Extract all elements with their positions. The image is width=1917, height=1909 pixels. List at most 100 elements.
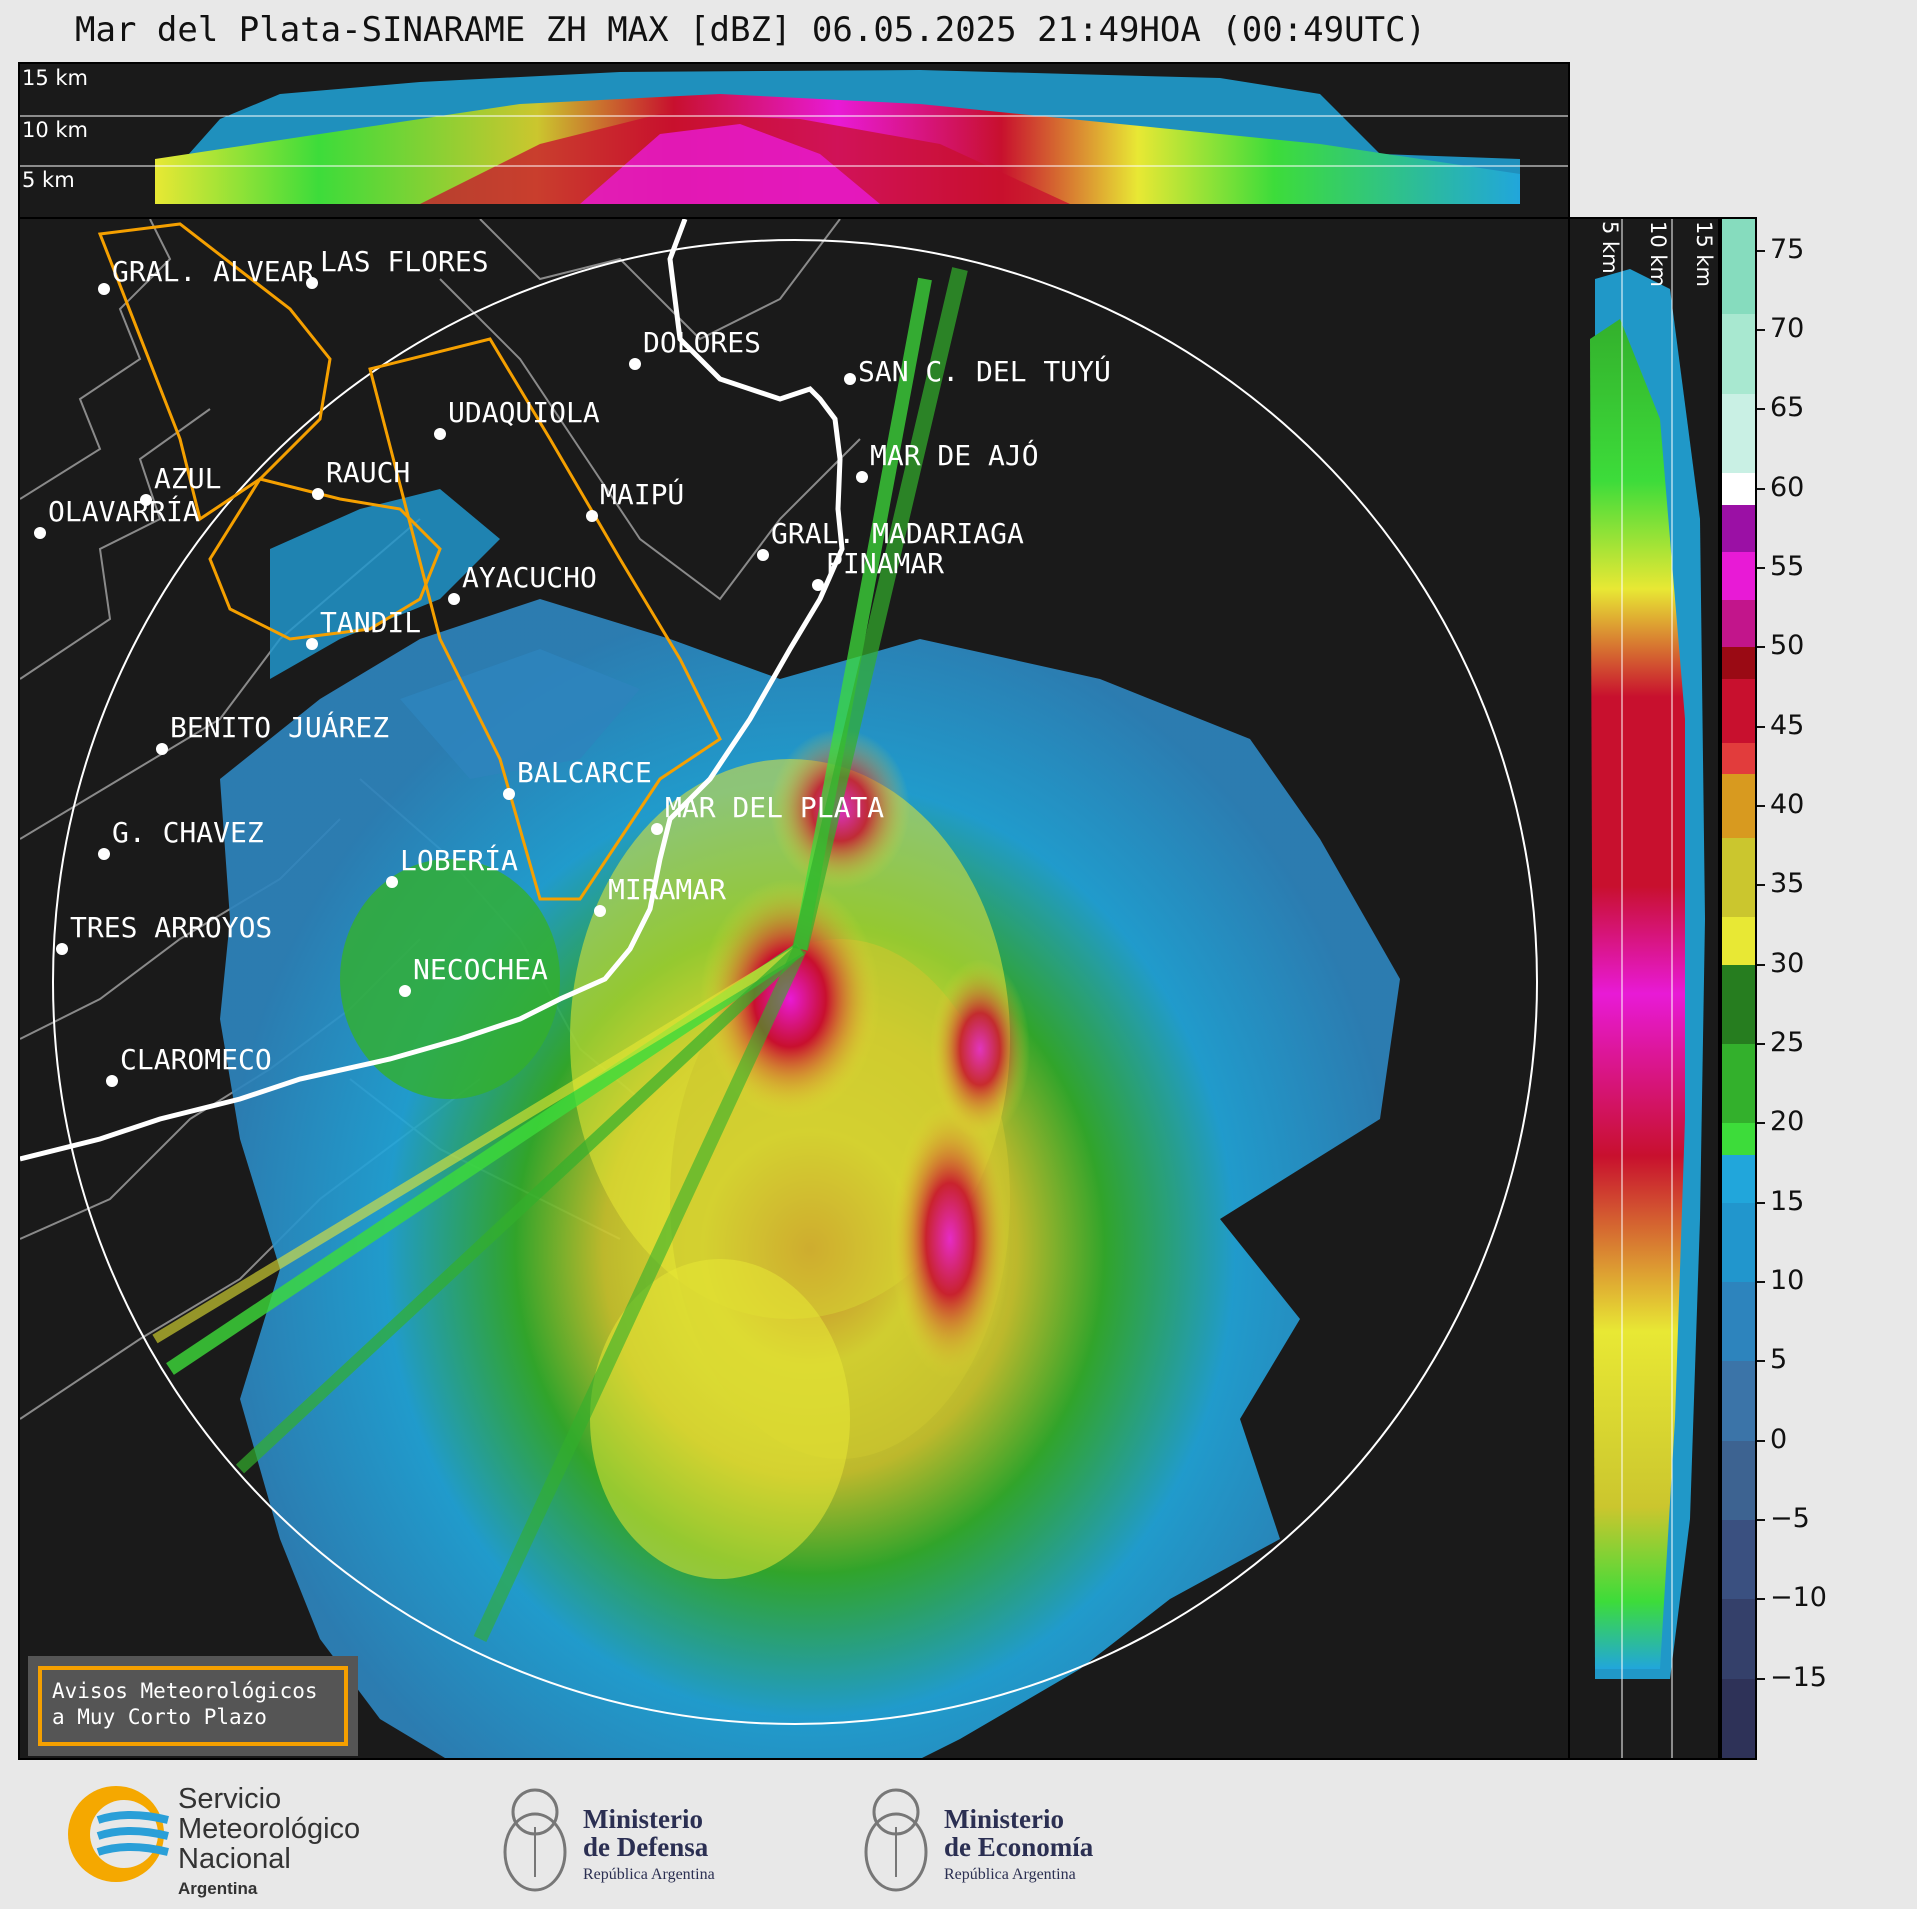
colorbar-segment [1722,1519,1755,1600]
colorbar-tick-mark [1757,1519,1765,1521]
city-marker[interactable]: CLAROMECO [106,1043,272,1087]
city-label: MAR DEL PLATA [665,791,884,824]
city-label: AZUL [154,462,221,495]
colorbar-tick-mark [1757,884,1765,887]
city-dot [140,494,152,506]
colorbar-tick-label: 70 [1770,313,1805,345]
city-marker[interactable]: GRAL. ALVEAR [98,255,314,295]
city-dot [306,277,318,289]
smn-line3: Nacional [178,1843,291,1875]
colorbar-tick-mark [1757,1122,1765,1125]
city-marker[interactable]: G. CHAVEZ [98,816,264,860]
colorbar-segment [1722,1202,1755,1282]
colorbar-tick-label: 30 [1770,947,1805,979]
city-marker[interactable]: MAR DEL PLATA [651,791,884,835]
city-label: NECOCHEA [413,953,548,986]
city-marker[interactable]: MAIPÚ [586,477,684,522]
colorbar-segment [1722,964,1755,1044]
city-marker[interactable]: OLAVARRÍA [34,494,200,539]
colorbar-tick-label: 50 [1770,630,1805,662]
city-marker[interactable]: AYACUCHO [448,561,597,605]
colorbar-tick-label: 45 [1770,709,1805,741]
city-label: CLAROMECO [120,1043,272,1076]
colorbar-tick-label: 25 [1770,1027,1805,1059]
colorbar-segment [1722,393,1755,473]
smn-sub: Argentina [178,1879,258,1898]
city-dot [98,283,110,295]
colorbar-segment [1722,552,1755,600]
height-label-5km: 5 km [1598,221,1622,274]
coastline [20,219,845,1162]
colorbar-tick-label: 40 [1770,789,1805,821]
colorbar-tick-mark [1757,329,1765,332]
colorbar-tick-mark [1757,1677,1765,1680]
colorbar-tick-mark [1757,1281,1765,1284]
city-label: RAUCH [326,456,410,489]
city-label: TRES ARROYOS [70,911,272,944]
dbz-colorbar [1720,217,1757,1760]
city-marker[interactable]: TANDIL [306,606,421,650]
radar-range-ring [52,239,1538,1725]
colorbar-segment [1722,504,1755,553]
colorbar-tick-mark [1757,249,1765,252]
city-marker[interactable]: LAS FLORES [306,245,489,289]
smn-wordmark: Servicio Meteorológico Nacional Argentin… [178,1784,360,1904]
colorbar-segment [1722,1678,1755,1758]
colorbar-tick-mark [1757,1598,1765,1601]
city-marker[interactable]: UDAQUIOLA [434,396,600,440]
city-marker[interactable]: MIRAMAR [594,873,726,917]
city-dot [586,510,598,522]
height-label-5km: 5 km [22,168,75,192]
colorbar-segment [1722,472,1755,505]
city-label: MAR DE AJÓ [870,438,1039,472]
city-dot [34,527,46,539]
city-marker[interactable]: NECOCHEA [399,953,548,997]
colorbar-segment [1722,647,1755,680]
city-marker[interactable]: GRAL. MADARIAGA [757,517,1024,561]
colorbar-tick-mark [1757,646,1765,649]
city-marker[interactable]: MAR DE AJÓ [856,438,1039,483]
warnings-legend-line1: Avisos Meteorológicos [52,1679,318,1703]
city-marker[interactable]: BALCARCE [503,756,652,800]
warnings-legend-frame: Avisos Meteorológicos a Muy Corto Plazo [38,1666,348,1746]
defensa-sub: República Argentina [583,1866,715,1883]
city-marker[interactable]: BENITO JUÁREZ [156,710,389,755]
city-label: GRAL. MADARIAGA [771,517,1024,550]
economia-line1: Ministerio [944,1804,1064,1834]
smn-logo-icon [68,1786,169,1882]
right-cross-section-plot [1590,219,1705,1758]
colorbar-segment [1722,679,1755,743]
colorbar-segment [1722,1123,1755,1155]
cities-layer: GRAL. ALVEAR LAS FLORES DOLORES SAN C. DEL … [34,245,1111,1087]
warnings-legend-line2: a Muy Corto Plazo [52,1705,267,1729]
city-marker[interactable]: DOLORES [629,326,761,370]
colorbar-segment [1722,314,1755,394]
economia-line2: de Economía [944,1832,1094,1862]
smn-line1: Servicio [178,1783,282,1815]
colorbar-segment [1722,774,1755,838]
city-marker[interactable]: RAUCH [312,456,410,500]
city-dot [448,593,460,605]
city-marker[interactable]: TRES ARROYOS [56,911,272,955]
city-marker[interactable]: SAN C. DEL TUYÚ [844,354,1111,388]
defensa-coat-of-arms-icon [503,1788,567,1892]
city-dot [434,428,446,440]
city-marker[interactable]: PINAMAR [812,547,944,591]
colorbar-tick-label: 65 [1770,392,1805,424]
radar-map: GRAL. ALVEAR LAS FLORES DOLORES SAN C. DEL … [20,219,1538,1758]
economia-sub: República Argentina [944,1866,1076,1883]
colorbar-tick-label: 60 [1770,471,1805,503]
warning-polygons [97,222,722,901]
economia-coat-of-arms-icon [864,1788,928,1892]
colorbar-segment [1722,1361,1755,1441]
city-dot [503,788,515,800]
radar-map-panel[interactable]: GRAL. ALVEAR LAS FLORES DOLORES SAN C. DEL … [18,217,1570,1760]
colorbar-tick-label: 20 [1770,1106,1805,1138]
city-label: AYACUCHO [462,561,597,594]
city-marker[interactable]: AZUL [140,462,221,506]
city-marker[interactable]: LOBERÍA [386,843,518,888]
city-label: GRAL. ALVEAR [112,255,314,288]
colorbar-tick-label: 10 [1770,1265,1805,1297]
height-label-10km: 10 km [1646,221,1670,288]
city-dot [812,579,824,591]
